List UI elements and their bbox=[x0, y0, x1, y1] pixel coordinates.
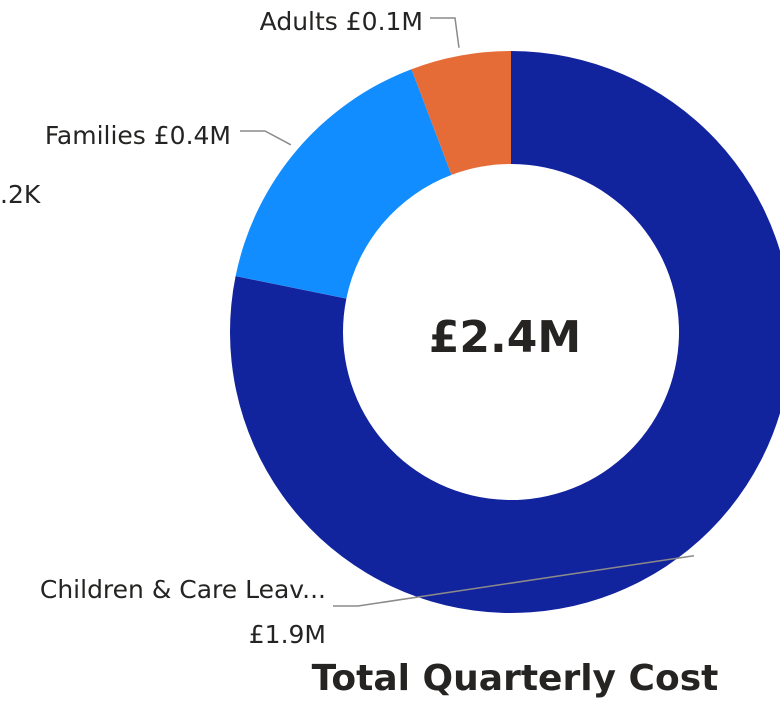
slice-children-care-leav[interactable] bbox=[229, 51, 780, 613]
slice-label-families: Families £0.4M bbox=[45, 121, 231, 150]
center-total-label: £2.4M bbox=[429, 312, 581, 363]
slice-label-children-name: Children & Care Leav... bbox=[40, 575, 326, 604]
leader-lines bbox=[240, 17, 695, 607]
leader-line-children bbox=[333, 554, 695, 607]
slice-label-truncated-offscreen: .2K bbox=[0, 180, 41, 209]
donut-slices bbox=[229, 51, 780, 613]
chart-title: Total Quarterly Cost bbox=[312, 658, 719, 699]
leader-line-adults bbox=[430, 17, 460, 48]
slice-label-children-value: £1.9M bbox=[249, 620, 326, 649]
leader-line-families bbox=[240, 130, 292, 146]
slice-families[interactable] bbox=[235, 69, 452, 299]
slice-adults[interactable] bbox=[411, 51, 511, 175]
slice-unlabeled[interactable] bbox=[235, 276, 347, 299]
slice-label-adults: Adults £0.1M bbox=[260, 7, 423, 36]
